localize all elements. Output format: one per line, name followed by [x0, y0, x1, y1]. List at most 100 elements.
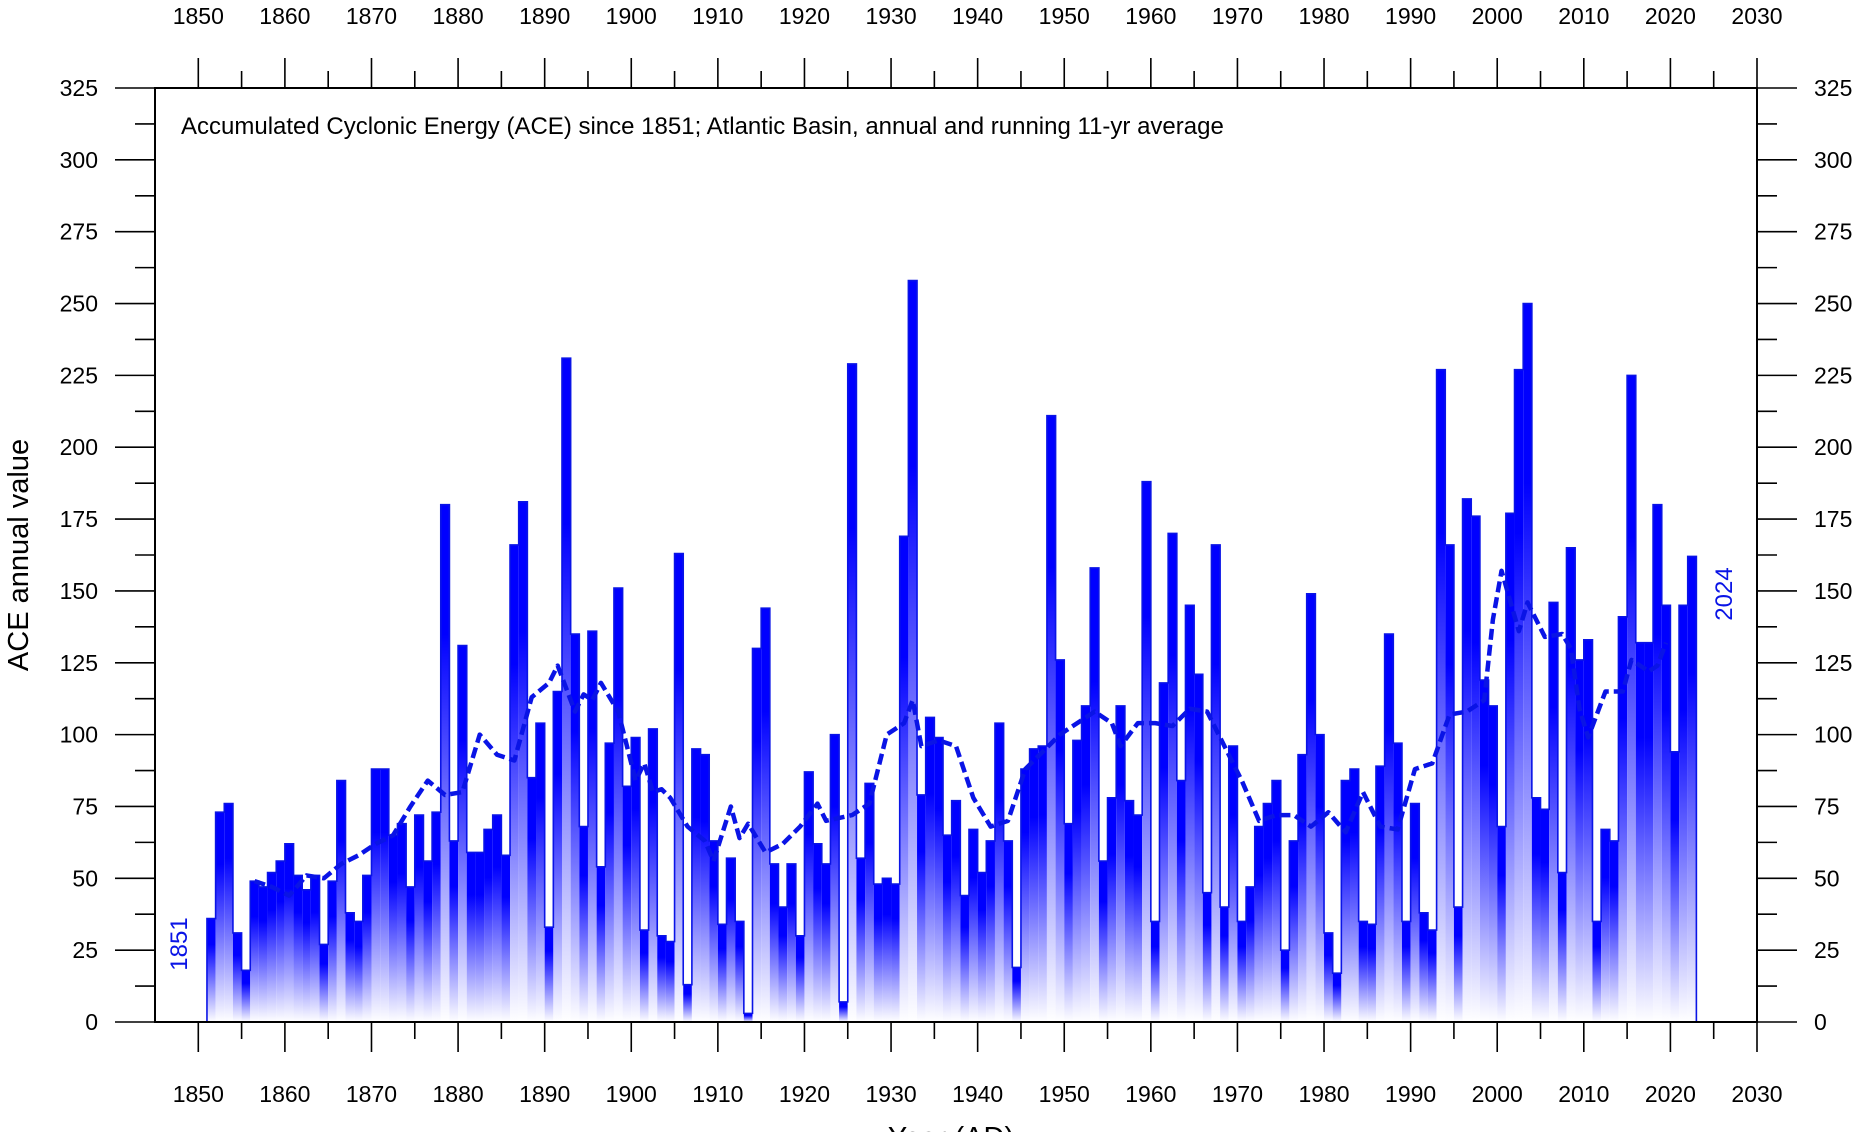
x-tick-label-bottom-1970: 1970	[1212, 1081, 1263, 1107]
running-average	[253, 568, 1669, 898]
y-tick-label-right-325: 325	[1814, 75, 1852, 101]
bar-1907	[691, 748, 701, 1022]
bar-1853	[224, 803, 233, 1022]
x-tick-label-bottom-1850: 1850	[173, 1081, 224, 1107]
bar-1861	[293, 875, 303, 1022]
bar-1963	[1176, 780, 1186, 1022]
bar-1960	[1150, 921, 1160, 1022]
x-tick-label-bottom-1870: 1870	[346, 1081, 397, 1107]
x-tick-label-bottom-1900: 1900	[606, 1081, 657, 1107]
bar-1869	[362, 875, 372, 1022]
bar-1890	[544, 927, 554, 1022]
bar-1863	[310, 875, 320, 1022]
y-tick-label-left-225: 225	[60, 362, 98, 388]
bar-1926	[856, 858, 866, 1022]
bar-1969	[1228, 746, 1238, 1022]
bar-2013	[1609, 840, 1619, 1022]
bar-1942	[994, 723, 1004, 1022]
bar-1991	[1419, 912, 1428, 1022]
bar-1856	[250, 881, 259, 1022]
x-tick-label-bottom-1890: 1890	[519, 1081, 570, 1107]
bar-1888	[527, 777, 537, 1022]
bar-1854	[232, 932, 242, 1022]
bar-1897	[605, 743, 614, 1022]
bar-1930	[891, 884, 900, 1022]
annual-outline	[206, 279, 1698, 1022]
bar-1895	[587, 631, 597, 1022]
y-tick-label-right-225: 225	[1814, 362, 1852, 388]
x-tick-label-top-1890: 1890	[519, 3, 570, 29]
y-tick-label-right-300: 300	[1814, 147, 1852, 173]
bar-1855	[241, 970, 251, 1022]
bar-1939	[968, 829, 978, 1022]
y-tick-label-left-175: 175	[60, 506, 98, 532]
bar-1941	[986, 840, 995, 1022]
bar-1905	[674, 553, 684, 1022]
bar-1866	[336, 780, 346, 1022]
bar-1870	[371, 769, 381, 1022]
bar-1949	[1055, 659, 1065, 1022]
y-tick-label-left-100: 100	[60, 722, 98, 748]
bar-1984	[1358, 921, 1368, 1022]
bar-1860	[284, 843, 294, 1022]
bar-1872	[388, 835, 398, 1022]
bar-1951	[1072, 740, 1082, 1022]
y-tick-label-right-200: 200	[1814, 434, 1852, 460]
bar-1882	[475, 852, 485, 1022]
x-tick-label-bottom-1880: 1880	[432, 1081, 483, 1107]
bar-1976	[1289, 840, 1299, 1022]
bar-1879	[449, 840, 459, 1022]
x-tick-label-top-1930: 1930	[865, 3, 916, 29]
x-tick-label-top-1940: 1940	[952, 3, 1003, 29]
bar-1965	[1194, 674, 1203, 1022]
bar-1916	[769, 863, 779, 1022]
bar-1950	[1064, 823, 1073, 1022]
y-tick-label-right-100: 100	[1814, 722, 1852, 748]
bar-2015	[1627, 375, 1636, 1022]
bar-1968	[1220, 907, 1229, 1022]
bar-1940	[977, 872, 987, 1022]
bar-2018	[1653, 504, 1662, 1022]
y-tick-label-left-0: 0	[85, 1009, 98, 1035]
bar-1911	[726, 858, 736, 1022]
bar-1898	[613, 588, 623, 1022]
x-tick-label-bottom-2010: 2010	[1558, 1081, 1609, 1107]
bar-1955	[1107, 797, 1117, 1022]
bar-1891	[553, 691, 562, 1022]
bar-1961	[1159, 682, 1169, 1022]
x-tick-label-bottom-1860: 1860	[259, 1081, 310, 1107]
y-tick-label-left-50: 50	[72, 865, 98, 891]
bar-2006	[1549, 602, 1558, 1022]
bar-1997	[1471, 516, 1480, 1022]
bar-2007	[1557, 872, 1567, 1022]
bar-2004	[1531, 797, 1541, 1022]
bar-1959	[1142, 481, 1151, 1022]
bar-1995	[1453, 907, 1463, 1022]
bar-1996	[1462, 498, 1472, 1022]
bar-1957	[1124, 800, 1134, 1022]
bar-1902	[648, 728, 658, 1022]
bar-1933	[917, 794, 926, 1022]
bar-1878	[440, 504, 450, 1022]
y-tick-label-right-0: 0	[1814, 1009, 1827, 1035]
bar-1983	[1350, 769, 1359, 1022]
bar-1967	[1211, 544, 1221, 1022]
x-tick-label-bottom-1960: 1960	[1125, 1081, 1176, 1107]
bar-1924	[839, 1001, 848, 1022]
bar-2011	[1592, 921, 1602, 1022]
x-tick-label-bottom-2000: 2000	[1472, 1081, 1523, 1107]
x-tick-label-top-1860: 1860	[259, 3, 310, 29]
bar-1910	[717, 924, 727, 1022]
y-tick-label-left-275: 275	[60, 219, 98, 245]
bar-1904	[665, 941, 675, 1022]
bar-1966	[1202, 892, 1212, 1022]
bar-2021	[1679, 605, 1688, 1022]
x-tick-label-top-1900: 1900	[606, 3, 657, 29]
bar-1985	[1367, 924, 1376, 1022]
y-tick-label-left-150: 150	[60, 578, 98, 604]
bar-1954	[1098, 861, 1108, 1022]
bar-1934	[925, 717, 935, 1022]
x-tick-label-top-1910: 1910	[692, 3, 743, 29]
bar-1977	[1298, 754, 1307, 1022]
